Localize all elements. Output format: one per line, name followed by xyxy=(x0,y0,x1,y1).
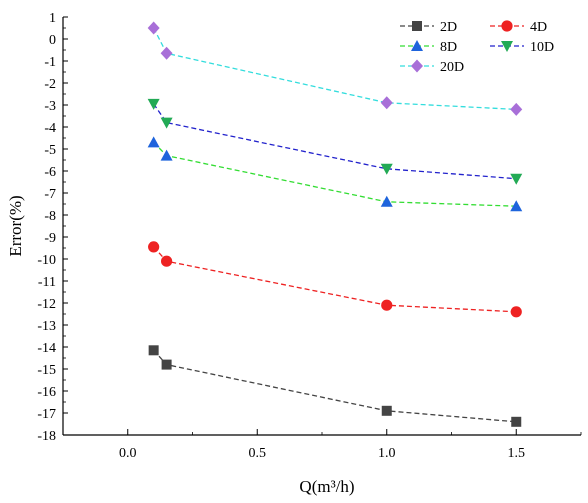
y-tick-label: -3 xyxy=(44,99,56,114)
y-tick-label: -8 xyxy=(44,209,56,224)
y-tick-label: -15 xyxy=(37,363,56,378)
y-tick-label: 0 xyxy=(49,33,56,48)
data-point-20D xyxy=(160,46,173,60)
y-tick-label: -7 xyxy=(44,187,56,202)
x-tick-label: 0.5 xyxy=(249,446,267,461)
data-point-10D xyxy=(160,117,173,129)
data-point-10D xyxy=(147,98,160,110)
data-point-20D xyxy=(380,96,393,110)
y-tick-label: -12 xyxy=(37,297,56,312)
axes: 1 0 -1 -2 -3 -4 -5 -6 -7 -8 -9 -10 -11 -12 -13 -14 -15 -1… xyxy=(37,11,582,461)
legend-marker-4D xyxy=(501,20,513,32)
data-point-2D xyxy=(381,405,392,416)
y-tick-label: -4 xyxy=(44,121,56,136)
y-tick-label: -10 xyxy=(37,253,56,268)
y-tick-label: -11 xyxy=(38,275,56,290)
data-point-8D xyxy=(380,195,393,207)
y-tick-label: 1 xyxy=(49,11,56,26)
data-point-10D xyxy=(380,163,393,175)
legend-label-20D: 20D xyxy=(440,60,464,75)
y-tick-label: -9 xyxy=(44,231,56,246)
legend-marker-10D xyxy=(501,41,513,52)
x-tick-label: 1.5 xyxy=(508,446,526,461)
legend-marker-2D xyxy=(412,21,422,31)
data-point-10D xyxy=(510,173,523,185)
series-layer xyxy=(147,21,523,427)
series-line-2D xyxy=(153,349,517,423)
data-point-4D xyxy=(510,306,522,318)
x-tick-label: 1.0 xyxy=(378,446,396,461)
data-point-8D xyxy=(147,136,160,148)
legend: 2D 4D 8D 10D 20D xyxy=(400,20,554,75)
y-tick-label: -18 xyxy=(37,429,56,444)
legend-marker-8D xyxy=(411,40,423,51)
y-tick-label: -2 xyxy=(44,77,56,92)
data-point-20D xyxy=(510,102,523,116)
series-line-8D xyxy=(153,141,517,207)
y-tick-label: -16 xyxy=(37,385,56,400)
data-point-4D xyxy=(161,255,173,267)
data-point-8D xyxy=(510,200,523,212)
y-tick-label: -1 xyxy=(44,55,56,70)
y-tick-label: -6 xyxy=(44,165,56,180)
legend-label-4D: 4D xyxy=(530,20,547,35)
data-point-8D xyxy=(160,149,173,161)
y-tick-label: -5 xyxy=(44,143,56,158)
legend-label-10D: 10D xyxy=(530,40,554,55)
data-point-4D xyxy=(381,299,393,311)
data-point-20D xyxy=(147,21,160,35)
y-tick-label: -17 xyxy=(37,407,56,422)
y-tick-label: -13 xyxy=(37,319,56,334)
x-axis-title: Q(m³/h) xyxy=(299,477,354,496)
data-point-2D xyxy=(148,345,159,356)
y-tick-label: -14 xyxy=(37,341,56,356)
y-axis-title: Error(%) xyxy=(6,195,25,256)
legend-label-2D: 2D xyxy=(440,20,457,35)
series-line-4D xyxy=(153,246,517,313)
data-point-4D xyxy=(148,241,160,253)
x-tick-label: 0.0 xyxy=(119,446,137,461)
legend-marker-20D xyxy=(411,59,423,73)
series-line-10D xyxy=(153,103,517,180)
legend-label-8D: 8D xyxy=(440,40,457,55)
data-point-2D xyxy=(511,416,522,427)
data-point-2D xyxy=(161,359,172,370)
